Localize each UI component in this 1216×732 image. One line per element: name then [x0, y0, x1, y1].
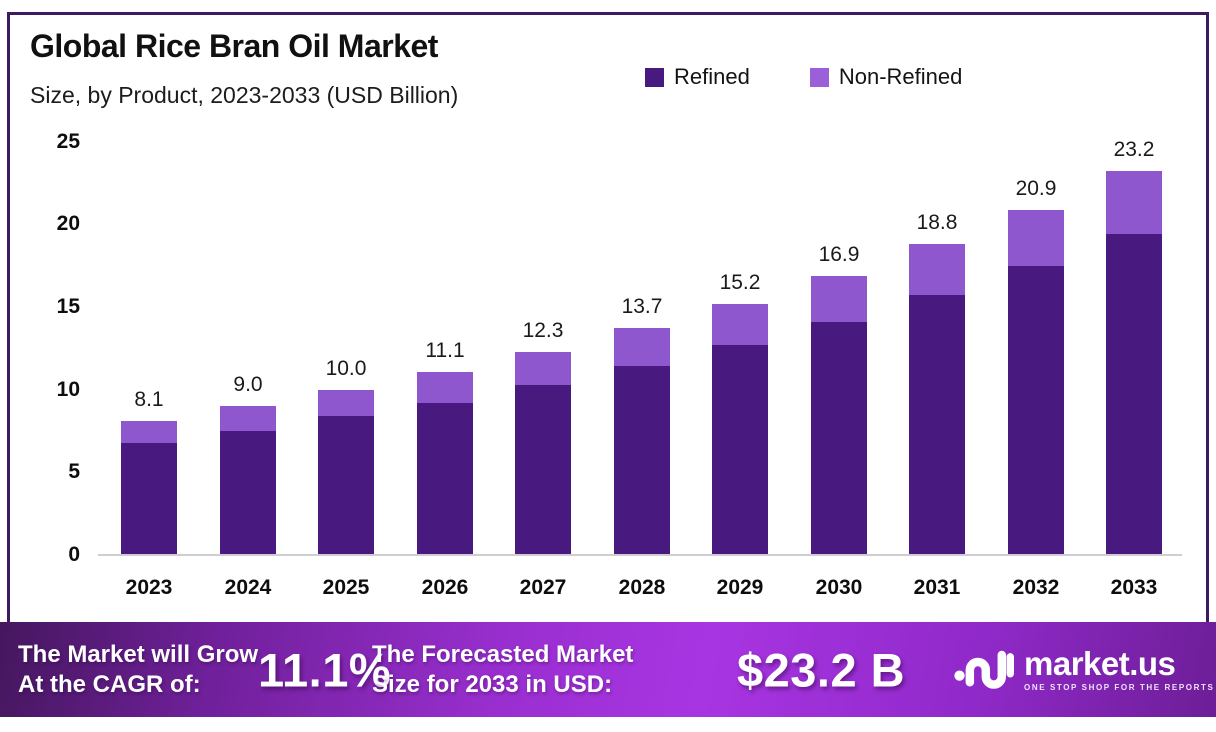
bar-total-label-2030: 16.9 [818, 243, 860, 266]
stacked-bar-chart: 0 5 10 15 20 25 8.1 9.0 10.0 11.1 12.3 13.7 15.2 16.… [56, 129, 1182, 599]
cagr-value: 11.1% [258, 643, 392, 696]
forecast-label-line1: The Forecasted Market [372, 640, 634, 668]
x-label-2031: 2031 [913, 576, 961, 599]
legend-label-refined: Refined [674, 64, 750, 89]
bar-total-label-2025: 10.0 [325, 357, 367, 380]
bar-refined-2031 [909, 295, 965, 555]
bar-refined-2033 [1106, 234, 1162, 555]
page-title: Global Rice Bran Oil Market [30, 28, 438, 64]
y-tick-25: 25 [56, 129, 80, 153]
x-label-2027: 2027 [519, 576, 567, 599]
bar-refined-2024 [220, 431, 276, 555]
legend-item-refined: Refined [645, 64, 750, 90]
bar-non-refined-2031 [909, 244, 965, 295]
x-label-2026: 2026 [421, 576, 469, 599]
bar-total-label-2031: 18.8 [916, 211, 958, 234]
x-label-2033: 2033 [1110, 576, 1158, 599]
legend-swatch-refined [645, 67, 664, 87]
bar-refined-2027 [515, 385, 571, 555]
bar-refined-2025 [318, 416, 374, 555]
bar-non-refined-2026 [417, 372, 473, 403]
bar-total-label-2027: 12.3 [522, 319, 564, 342]
x-label-2030: 2030 [815, 576, 863, 599]
bar-non-refined-2028 [614, 328, 670, 366]
summary-banner: The Market will Grow At the CAGR of: 11.… [0, 622, 1216, 717]
bar-total-label-2024: 9.0 [233, 373, 263, 396]
bar-refined-2028 [614, 366, 670, 555]
bar-refined-2032 [1008, 266, 1064, 555]
y-tick-15: 15 [56, 294, 80, 318]
bar-total-label-2033: 23.2 [1113, 138, 1155, 161]
logo-text: market.us [1024, 645, 1176, 682]
x-label-2025: 2025 [322, 576, 370, 599]
bar-non-refined-2024 [220, 406, 276, 431]
y-tick-5: 5 [68, 460, 80, 484]
bar-total-label-2032: 20.9 [1015, 177, 1057, 200]
marketus-logo: market.us ONE STOP SHOP FOR THE REPORTS [952, 643, 1214, 697]
x-label-2032: 2032 [1012, 576, 1060, 599]
bar-non-refined-2032 [1008, 210, 1064, 266]
bar-total-label-2023: 8.1 [134, 388, 164, 411]
forecast-label: The Forecasted Market Size for 2033 in U… [372, 640, 633, 700]
forecast-value: $23.2 B [737, 643, 906, 696]
logo-tagline: ONE STOP SHOP FOR THE REPORTS [1024, 683, 1215, 692]
cagr-label-line1: The Market will Grow [18, 640, 259, 668]
legend-swatch-non-refined [809, 67, 829, 87]
marketus-logo-text-block: market.us ONE STOP SHOP FOR THE REPORTS [1024, 645, 1215, 693]
bar-non-refined-2025 [318, 390, 374, 416]
marketus-logo-icon [954, 650, 1014, 689]
bar-total-label-2029: 15.2 [719, 271, 761, 294]
bar-total-label-2028: 13.7 [621, 295, 663, 318]
bar-refined-2026 [417, 403, 473, 555]
bar-non-refined-2033 [1106, 171, 1162, 234]
x-axis-line [98, 554, 1182, 556]
bar-non-refined-2027 [515, 352, 571, 385]
forecast-label-line2: Size for 2033 in USD: [372, 670, 613, 698]
bar-non-refined-2023 [121, 421, 177, 443]
legend-item-non-refined: Non-Refined [809, 64, 963, 90]
x-label-2029: 2029 [716, 576, 764, 599]
y-tick-10: 10 [56, 377, 80, 401]
x-label-2024: 2024 [224, 576, 272, 599]
chart-legend: Refined Non-Refined [645, 64, 962, 90]
page-subtitle: Size, by Product, 2023-2033 (USD Billion… [30, 82, 459, 108]
bar-non-refined-2030 [811, 276, 867, 322]
y-tick-0: 0 [68, 543, 80, 566]
x-label-2028: 2028 [618, 576, 666, 599]
bar-total-label-2026: 11.1 [425, 339, 465, 362]
bar-refined-2029 [712, 345, 768, 555]
bar-non-refined-2029 [712, 304, 768, 345]
x-label-2023: 2023 [125, 576, 173, 599]
bar-refined-2030 [811, 322, 867, 555]
cagr-label-line2: At the CAGR of: [18, 670, 201, 698]
y-tick-20: 20 [56, 212, 80, 236]
cagr-label: The Market will Grow At the CAGR of: [18, 640, 258, 700]
legend-label-non-refined: Non-Refined [838, 64, 963, 89]
bar-refined-2023 [121, 443, 177, 555]
